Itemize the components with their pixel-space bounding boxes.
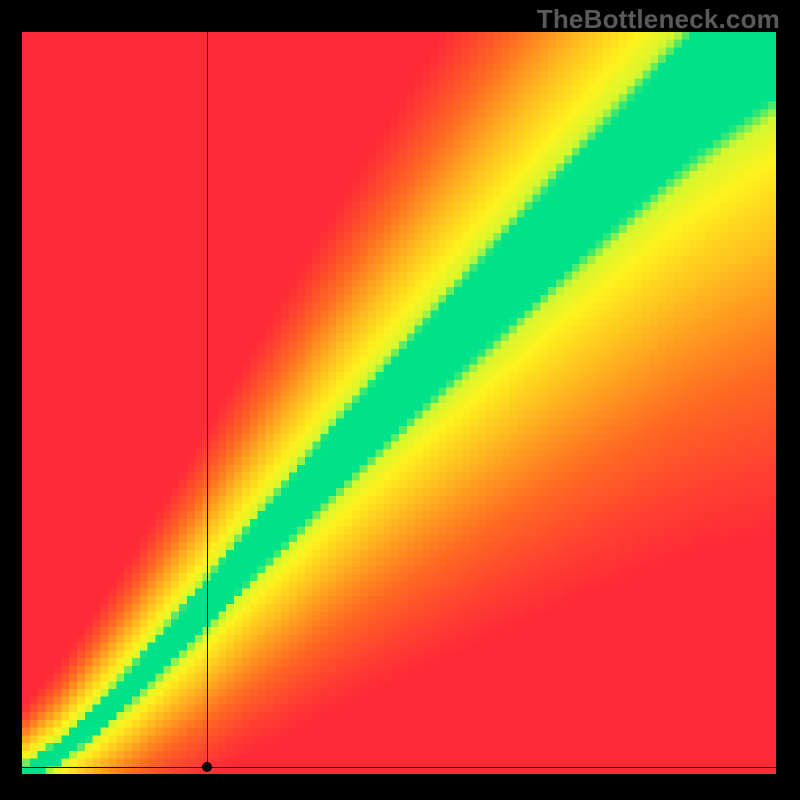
attribution-label: TheBottleneck.com bbox=[537, 0, 790, 35]
chart-container: TheBottleneck.com bbox=[0, 0, 800, 800]
bottleneck-heatmap bbox=[22, 32, 776, 774]
